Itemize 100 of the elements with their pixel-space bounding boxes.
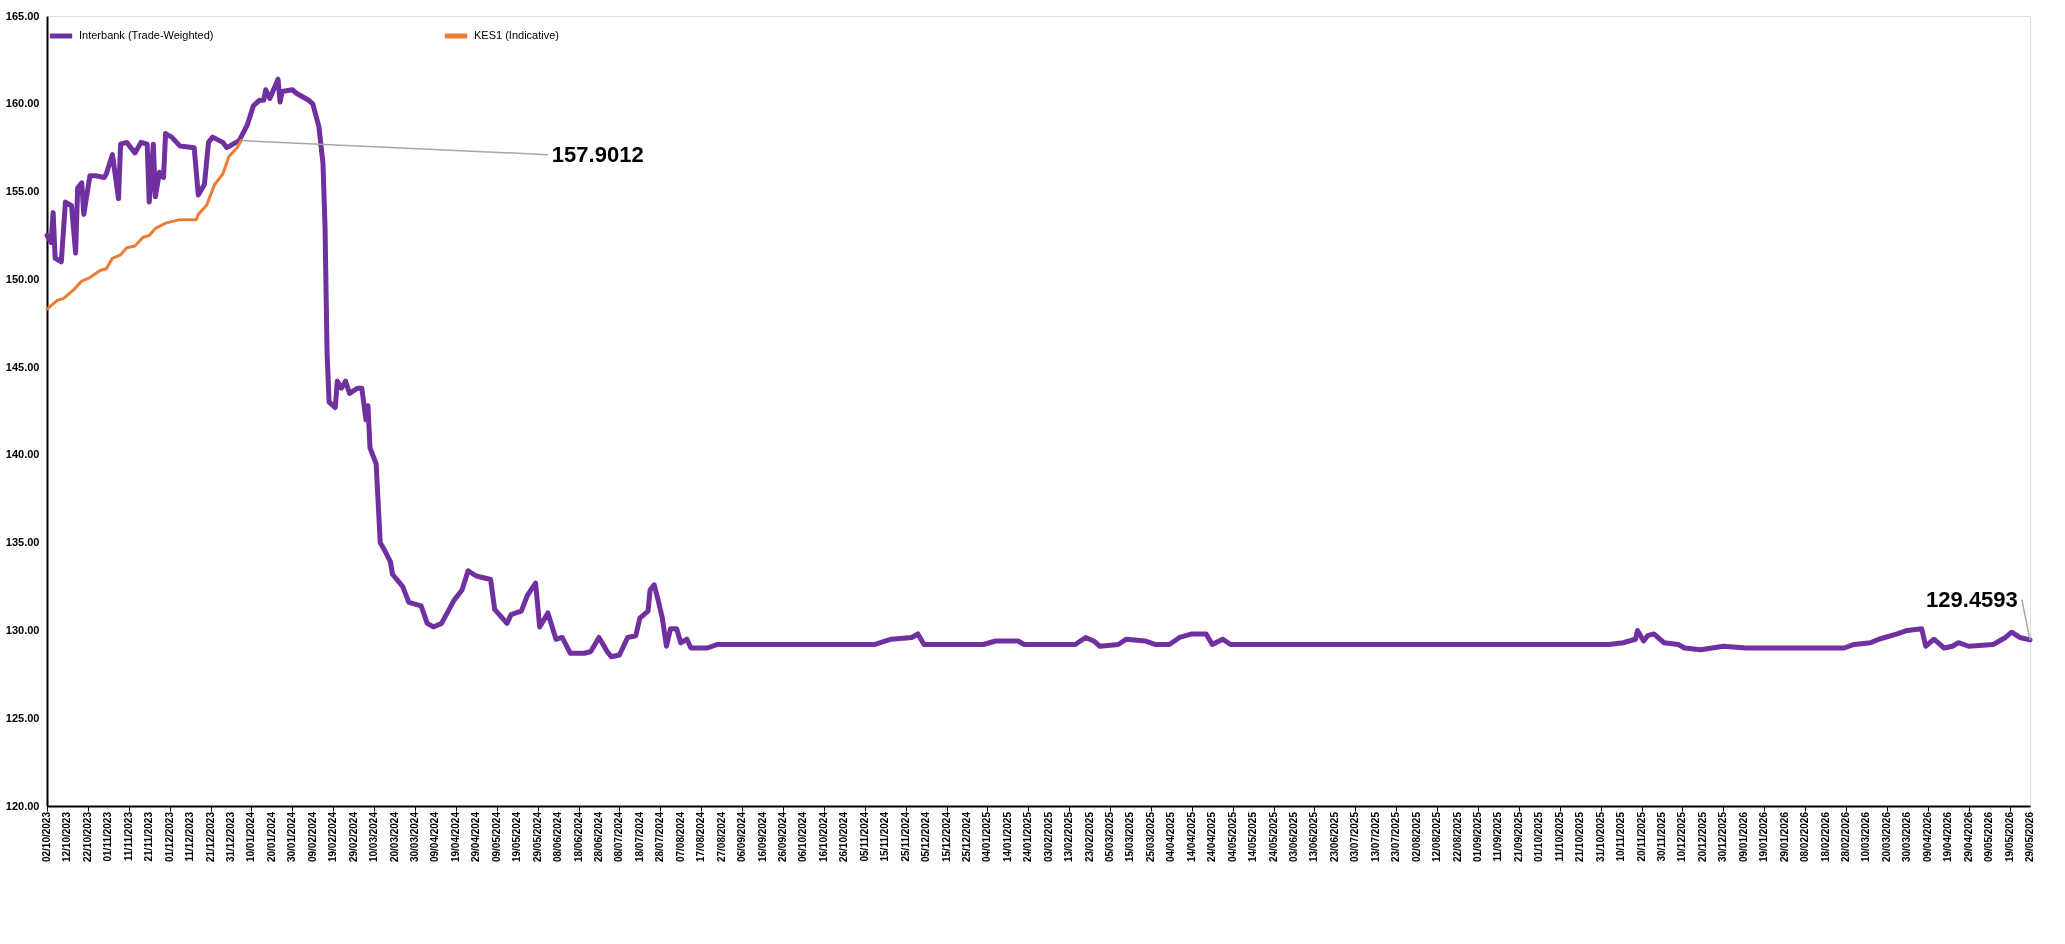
x-tick-label: 29/04/2024 (470, 811, 482, 863)
x-tick-label: 31/12/2023 (224, 811, 236, 863)
x-tick-label: 14/05/2025 (1247, 811, 1259, 863)
x-tick-label: 21/11/2023 (143, 811, 155, 862)
annotation: 157.9012 (551, 141, 644, 167)
x-tick-label: 04/01/2025 (981, 811, 993, 863)
x-tick-label: 25/12/2024 (960, 811, 972, 863)
x-tick-label: 05/12/2024 (920, 811, 932, 863)
x-tick-label: 28/06/2024 (592, 811, 604, 863)
x-tick-label: 09/05/2024 (490, 811, 502, 863)
x-tick-label: 12/10/2023 (61, 811, 73, 863)
x-tick-label: 06/09/2024 (736, 811, 748, 863)
x-tick-label: 11/11/2023 (122, 811, 134, 861)
x-tick-label: 10/01/2024 (245, 811, 257, 863)
annotation: 129.4593 (1926, 586, 2018, 612)
x-tick-label: 20/03/2026 (1880, 811, 1892, 863)
y-tick-label: 155.00 (5, 185, 40, 198)
x-tick-label: 10/03/2024 (368, 811, 380, 863)
x-tick-label: 13/07/2025 (1369, 811, 1381, 863)
x-tick-label: 01/11/2023 (102, 811, 114, 862)
x-tick-label: 15/03/2025 (1124, 811, 1136, 863)
x-tick-label: 25/11/2024 (899, 811, 911, 862)
x-tick-label: 30/01/2024 (286, 811, 298, 863)
x-tick-label: 20/03/2024 (388, 811, 400, 863)
legend-label: Interbank (Trade-Weighted) (79, 29, 214, 41)
x-tick-label: 13/06/2025 (1308, 811, 1320, 863)
x-tick-label: 24/04/2025 (1206, 811, 1218, 863)
x-tick-label: 02/10/2023 (41, 811, 52, 863)
x-tick-label: 29/04/2026 (1962, 811, 1974, 863)
x-tick-label: 12/08/2025 (1431, 811, 1443, 863)
x-tick-label: 10/03/2026 (1860, 811, 1872, 863)
x-tick-label: 02/08/2025 (1410, 811, 1422, 863)
x-tick-label: 14/01/2025 (1001, 811, 1013, 863)
x-tick-label: 13/02/2025 (1063, 811, 1075, 863)
x-tick-label: 21/09/2025 (1512, 811, 1524, 863)
x-tick-label: 11/12/2023 (184, 811, 196, 862)
x-tick-label: 01/10/2025 (1533, 811, 1545, 863)
x-tick-label: 29/01/2026 (1778, 811, 1790, 863)
x-tick-label: 30/11/2025 (1656, 811, 1668, 862)
x-tick-label: 19/04/2026 (1942, 811, 1954, 863)
x-tick-label: 24/01/2025 (1022, 811, 1034, 863)
x-tick-label: 03/02/2025 (1042, 811, 1054, 863)
x-tick-label: 04/04/2025 (1165, 811, 1177, 863)
x-tick-label: 16/09/2024 (756, 811, 768, 863)
y-tick-label: 160.00 (5, 97, 40, 110)
x-tick-label: 31/10/2025 (1594, 811, 1606, 863)
y-tick-label: 140.00 (5, 448, 40, 461)
x-tick-label: 09/04/2026 (1921, 811, 1933, 863)
x-tick-label: 28/07/2024 (654, 811, 666, 863)
x-tick-label: 25/03/2025 (1144, 811, 1156, 863)
x-tick-label: 14/04/2025 (1185, 811, 1197, 863)
x-tick-label: 27/08/2024 (715, 811, 727, 863)
x-tick-label: 17/08/2024 (695, 811, 707, 863)
x-tick-label: 19/01/2026 (1758, 811, 1770, 863)
x-tick-label: 06/10/2024 (797, 811, 809, 863)
x-tick-label: 29/02/2024 (347, 811, 359, 863)
x-tick-label: 30/12/2025 (1717, 811, 1729, 863)
line-series (45, 139, 243, 311)
x-tick-label: 26/10/2024 (838, 811, 850, 863)
x-tick-label: 20/01/2024 (265, 811, 277, 863)
x-tick-label: 09/04/2024 (429, 811, 441, 863)
x-tick-label: 21/10/2025 (1574, 811, 1586, 863)
x-tick-label: 19/02/2024 (327, 811, 339, 863)
x-tick-label: 20/11/2025 (1635, 811, 1647, 862)
x-tick-label: 16/10/2024 (817, 811, 829, 863)
x-tick-label: 08/07/2024 (613, 811, 625, 863)
x-tick-label: 23/06/2025 (1328, 811, 1340, 863)
x-tick-label: 05/03/2025 (1104, 811, 1116, 863)
legend-label: KES1 (Indicative) (474, 29, 559, 41)
x-tick-label: 26/09/2024 (776, 811, 788, 863)
x-tick-label: 10/11/2025 (1615, 811, 1627, 862)
y-tick-label: 125.00 (5, 711, 40, 724)
y-tick-label: 145.00 (5, 360, 40, 373)
x-tick-label: 28/02/2026 (1840, 811, 1852, 863)
x-tick-label: 01/12/2023 (163, 811, 175, 863)
y-tick-label: 150.00 (5, 272, 40, 285)
x-tick-label: 09/01/2026 (1737, 811, 1749, 863)
x-tick-label: 23/02/2025 (1083, 811, 1095, 863)
x-tick-label: 09/02/2024 (306, 811, 318, 863)
x-tick-label: 29/05/2026 (2024, 811, 2035, 863)
x-tick-label: 10/12/2025 (1676, 811, 1688, 863)
x-tick-label: 08/06/2024 (552, 811, 564, 863)
x-tick-label: 11/10/2025 (1553, 811, 1565, 862)
x-tick-label: 11/09/2025 (1492, 811, 1504, 862)
x-tick-label: 22/10/2023 (81, 811, 93, 863)
x-tick-label: 19/04/2024 (449, 811, 461, 863)
x-tick-label: 18/02/2026 (1819, 811, 1831, 863)
x-tick-label: 29/05/2024 (531, 811, 543, 863)
x-tick-label: 22/08/2025 (1451, 811, 1463, 863)
x-tick-label: 30/03/2024 (408, 811, 420, 863)
x-tick-label: 15/11/2024 (879, 811, 891, 862)
x-tick-label: 03/06/2025 (1288, 811, 1300, 863)
x-tick-label: 09/05/2026 (1983, 811, 1995, 863)
x-tick-label: 15/12/2024 (940, 811, 952, 863)
x-tick-label: 21/12/2023 (204, 811, 216, 863)
x-tick-label: 24/05/2025 (1267, 811, 1279, 863)
x-tick-label: 04/05/2025 (1226, 811, 1238, 863)
x-tick-label: 30/03/2026 (1901, 811, 1913, 863)
x-tick-label: 20/12/2025 (1696, 811, 1708, 863)
x-tick-label: 08/02/2026 (1799, 811, 1811, 863)
